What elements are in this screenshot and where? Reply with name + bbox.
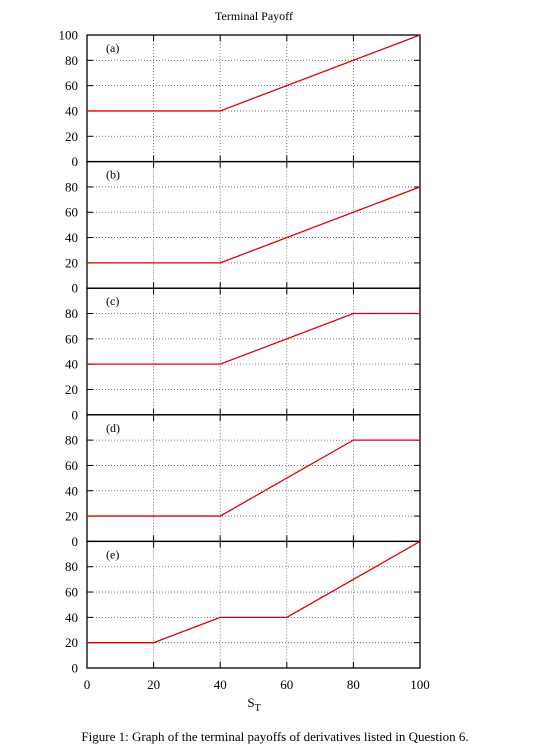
- panel-label: (c): [106, 294, 119, 308]
- y-tick-label: 80: [65, 179, 78, 194]
- x-tick-label: 20: [147, 677, 160, 692]
- x-tick-label: 40: [214, 677, 227, 692]
- panel-2: 0 20 40 60 80 (c): [65, 287, 421, 422]
- y-tick-label: 20: [65, 509, 78, 524]
- y-tick-label: 0: [72, 154, 79, 169]
- x-tick-label: 100: [410, 677, 430, 692]
- x-tick-label: 0: [84, 677, 91, 692]
- panel-label: (e): [106, 547, 119, 561]
- panel-label: (d): [106, 421, 120, 435]
- payoff-chart: Terminal Payoff 0 20 40 60 80 100 (a) 0 20 40 60 80…: [59, 9, 430, 714]
- y-tick-label: 0: [72, 661, 79, 676]
- x-axis-tick-labels: 0 20 40 60 80 100: [84, 677, 430, 692]
- panel-0: 0 20 40 60 80 100 (a): [59, 28, 421, 169]
- figure-caption: Figure 1: Graph of the terminal payoffs …: [81, 729, 469, 744]
- y-tick-label: 40: [65, 357, 78, 372]
- panel-label: (b): [106, 168, 120, 182]
- y-tick-label: 40: [65, 103, 78, 118]
- payoff-line: [87, 439, 420, 517]
- panel-frame: [86, 160, 421, 289]
- y-tick-label: 80: [65, 306, 78, 321]
- panel-3: 0 20 40 60 80 (d): [65, 414, 421, 549]
- panel-label: (a): [106, 41, 119, 55]
- y-tick-label: 60: [65, 458, 78, 473]
- chart-panels: 020406080100(a)020406080(b)020406080(c)0…: [59, 28, 421, 676]
- panel-4: 0 20 40 60 80 (e): [65, 540, 421, 676]
- y-tick-label: 0: [72, 407, 79, 422]
- y-tick-label: 40: [65, 483, 78, 498]
- y-tick-label: 0: [72, 281, 79, 296]
- x-axis-label-subscript: T: [255, 703, 261, 714]
- y-tick-label: 60: [65, 78, 78, 93]
- y-tick-label: 60: [65, 331, 78, 346]
- panel-frame: [86, 540, 421, 669]
- y-tick-label: 20: [65, 382, 78, 397]
- panel-1: 0 20 40 60 80 (b): [65, 160, 421, 296]
- x-axis-label-main: S: [247, 695, 254, 710]
- y-tick-label: 100: [59, 28, 79, 43]
- x-tick-label: 60: [280, 677, 293, 692]
- y-tick-label: 80: [65, 433, 78, 448]
- x-axis-label: ST: [247, 695, 260, 714]
- y-tick-label: 40: [65, 610, 78, 625]
- y-tick-label: 80: [65, 53, 78, 68]
- payoff-line: [87, 540, 421, 644]
- y-tick-label: 60: [65, 585, 78, 600]
- y-tick-label: 40: [65, 230, 78, 245]
- y-tick-label: 20: [65, 635, 78, 650]
- y-tick-label: 80: [65, 559, 78, 574]
- payoff-line: [87, 34, 421, 112]
- payoff-line: [87, 186, 421, 264]
- y-tick-label: 60: [65, 205, 78, 220]
- x-tick-label: 80: [347, 677, 360, 692]
- panel-frame: [86, 414, 421, 543]
- payoff-line: [87, 312, 420, 365]
- y-tick-label: 20: [65, 255, 78, 270]
- y-tick-label: 20: [65, 129, 78, 144]
- y-tick-label: 0: [72, 534, 79, 549]
- chart-title: Terminal Payoff: [215, 9, 293, 23]
